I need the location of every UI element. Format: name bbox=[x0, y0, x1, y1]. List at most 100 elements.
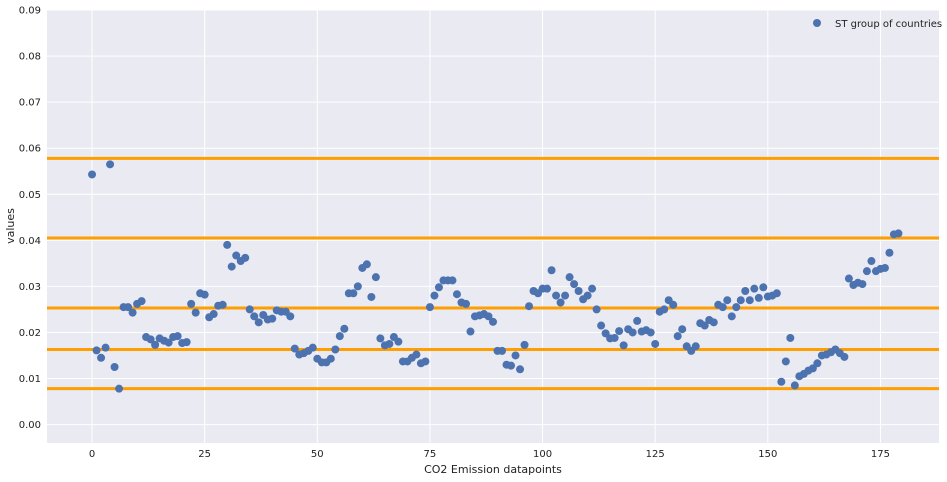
data-point bbox=[840, 352, 849, 361]
data-point bbox=[466, 327, 475, 336]
data-point bbox=[223, 240, 232, 249]
data-point bbox=[750, 284, 759, 293]
x-tick-label: 100 bbox=[533, 449, 552, 460]
data-point bbox=[570, 280, 579, 289]
x-tick-label: 75 bbox=[424, 449, 437, 460]
x-tick-label: 25 bbox=[198, 449, 211, 460]
data-point bbox=[106, 160, 115, 169]
data-point bbox=[218, 300, 227, 309]
data-point bbox=[610, 333, 619, 342]
x-tick-label: 0 bbox=[89, 449, 95, 460]
data-point bbox=[376, 334, 385, 343]
y-tick-labels: 0.00 0.01 0.02 0.03 0.04 0.05 0.06 0.07 0.08 0.09 bbox=[19, 6, 41, 432]
data-point bbox=[394, 337, 403, 346]
data-point bbox=[412, 350, 421, 359]
legend: ST group of countries bbox=[813, 19, 942, 30]
data-point bbox=[741, 286, 750, 295]
data-point bbox=[182, 338, 191, 347]
horizontal-reference-lines bbox=[47, 156, 939, 391]
data-point bbox=[448, 276, 457, 285]
data-point bbox=[425, 303, 434, 312]
data-point bbox=[867, 257, 876, 266]
data-point bbox=[781, 357, 790, 366]
y-tick-label: 0.09 bbox=[19, 6, 41, 17]
data-point bbox=[268, 314, 277, 323]
data-point bbox=[326, 354, 335, 363]
x-tick-labels: 0 25 50 75 100 125 150 175 bbox=[89, 449, 890, 460]
data-point bbox=[691, 342, 700, 351]
data-point bbox=[92, 346, 101, 355]
data-point bbox=[191, 308, 200, 317]
data-point bbox=[452, 290, 461, 299]
data-point bbox=[227, 262, 236, 271]
data-point bbox=[745, 296, 754, 305]
data-point bbox=[592, 305, 601, 314]
data-point bbox=[633, 316, 642, 325]
data-point bbox=[421, 357, 430, 366]
grid-lines bbox=[47, 9, 939, 443]
y-tick-label: 0.04 bbox=[19, 236, 41, 247]
data-point bbox=[885, 248, 894, 257]
data-point bbox=[498, 346, 507, 355]
data-point bbox=[615, 327, 624, 336]
data-point bbox=[151, 340, 160, 349]
data-point bbox=[790, 381, 799, 390]
data-point bbox=[718, 303, 727, 312]
data-point bbox=[250, 312, 259, 321]
data-point bbox=[574, 286, 583, 295]
data-point bbox=[362, 260, 371, 269]
data-point bbox=[516, 365, 525, 374]
data-point bbox=[556, 298, 565, 307]
legend-marker bbox=[813, 19, 821, 27]
data-point bbox=[628, 328, 637, 337]
data-point bbox=[88, 170, 97, 179]
data-point bbox=[128, 308, 137, 317]
data-point bbox=[723, 296, 732, 305]
data-point bbox=[367, 292, 376, 301]
y-tick-label: 0.08 bbox=[19, 52, 41, 63]
data-point bbox=[97, 353, 106, 362]
plot-area bbox=[47, 10, 939, 443]
data-point bbox=[115, 384, 124, 393]
data-point bbox=[673, 332, 682, 341]
x-tick-label: 50 bbox=[311, 449, 324, 460]
data-point bbox=[759, 283, 768, 292]
data-point bbox=[732, 303, 741, 312]
data-point bbox=[894, 229, 903, 238]
data-point bbox=[583, 291, 592, 300]
data-point bbox=[290, 344, 299, 353]
y-tick-label: 0.06 bbox=[19, 144, 41, 155]
data-point bbox=[651, 339, 660, 348]
y-tick-label: 0.07 bbox=[19, 98, 41, 109]
data-point bbox=[646, 328, 655, 337]
data-point bbox=[286, 312, 295, 321]
data-point bbox=[173, 332, 182, 341]
data-point bbox=[461, 299, 470, 308]
data-point bbox=[308, 343, 317, 352]
scatter-points bbox=[88, 160, 903, 393]
data-point bbox=[371, 273, 380, 282]
data-point bbox=[660, 305, 669, 314]
data-point bbox=[209, 310, 218, 319]
data-point bbox=[241, 253, 250, 262]
data-point bbox=[543, 284, 552, 293]
data-point bbox=[232, 251, 241, 260]
y-tick-label: 0.02 bbox=[19, 328, 41, 339]
data-point bbox=[254, 318, 263, 327]
x-tick-label: 125 bbox=[646, 449, 665, 460]
data-point bbox=[511, 351, 520, 360]
data-point bbox=[772, 289, 781, 298]
x-tick-label: 175 bbox=[871, 449, 890, 460]
data-point bbox=[525, 302, 534, 311]
data-point bbox=[187, 299, 196, 308]
data-point bbox=[777, 377, 786, 386]
data-point bbox=[353, 282, 362, 291]
data-point bbox=[727, 312, 736, 321]
data-point bbox=[245, 305, 254, 314]
y-tick-label: 0.00 bbox=[19, 420, 41, 431]
data-point bbox=[349, 289, 358, 298]
y-tick-label: 0.05 bbox=[19, 190, 41, 201]
data-point bbox=[146, 335, 155, 344]
y-tick-label: 0.03 bbox=[19, 282, 41, 293]
